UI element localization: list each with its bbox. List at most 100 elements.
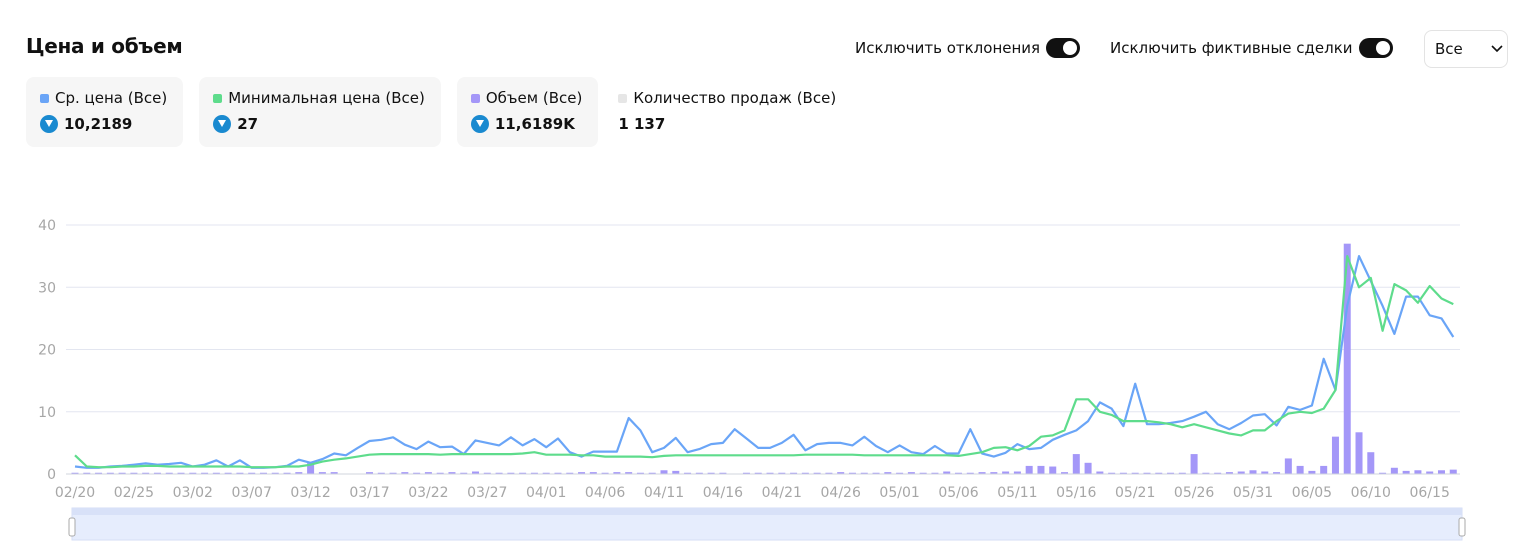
bar [778,472,786,474]
legend-label: Ср. цена (Все) [55,89,168,107]
bar [495,472,503,474]
legend-swatch [40,93,49,103]
bar [601,472,609,474]
legend-label: Минимальная цена (Все) [228,89,425,107]
stat-value: 10,2189 [40,115,167,133]
toggle[interactable]: Исключить отклонения [855,38,1081,58]
navigator-handle[interactable] [68,517,76,537]
legend-card: Ср. цена (Все) 10,2189 [26,77,184,147]
bar [931,472,939,474]
bar [872,472,880,474]
bar [165,472,173,474]
x-tick-label: 04/21 [762,485,802,501]
bar [955,472,962,474]
switch[interactable] [1046,38,1081,58]
title: Цена и объем [26,34,183,58]
bar [1343,243,1351,474]
toggle-label: Исключить отклонения [855,39,1041,57]
navigator-handle[interactable] [1458,517,1466,537]
bar [613,472,621,474]
bar [259,472,267,474]
bar [519,472,527,474]
bar [236,472,244,474]
bar [1002,471,1010,474]
x-tick-label: 06/15 [1410,485,1450,501]
legend: Ср. цена (Все) 10,2189 Минимальная цена (В… [26,77,852,147]
chevron [1491,45,1503,53]
bar [507,472,515,474]
toggle[interactable]: Исключить фиктивные сделки [1110,38,1393,58]
bar [1437,470,1445,474]
bar [153,472,161,474]
toggle-label: Исключить фиктивные сделки [1110,39,1353,57]
stat-value: 11,6189K [470,115,582,133]
y-tick-label: 0 [47,467,56,483]
bar [460,472,468,474]
bar [1143,472,1151,474]
bar [578,472,586,474]
bar [1202,472,1210,474]
bar [189,472,197,474]
legend-swatch [618,93,628,103]
bar [684,472,692,474]
bar [401,472,409,474]
bar [636,472,644,474]
legend-entry: Количество продаж (Все) [618,89,836,107]
bar [884,472,892,474]
x-tick-label: 03/07 [232,485,272,501]
legend-card: Минимальная цена (Все) 27 [199,77,441,147]
bar [307,462,315,474]
bar [271,472,279,474]
bar [224,472,232,474]
bar [978,472,986,474]
y-tick-label: 20 [38,343,56,359]
bar [483,472,491,474]
x-tick-label: 05/06 [938,485,978,501]
bar [448,472,456,474]
bar [1414,470,1422,474]
line [74,255,1455,469]
bar [1355,432,1363,474]
currency-icon [40,115,58,133]
x-tick-label: 06/10 [1351,485,1391,501]
dropdown[interactable]: Все [1424,30,1508,68]
bar [648,472,656,474]
bar [1449,469,1457,474]
stat-value: 27 [213,115,425,133]
x-tick-label: 04/16 [703,485,743,501]
bar [1402,470,1410,474]
stat-number: 10,2189 [64,115,133,133]
bar [625,472,633,474]
bar [1390,467,1398,474]
bar [672,470,680,474]
bar [1261,471,1269,474]
legend-card: Объем (Все) 11,6189K [456,77,599,147]
bar [1284,458,1292,474]
bar [1190,454,1198,474]
legend-entry: Объем (Все) [470,89,582,107]
bar [554,472,562,474]
x-tick-label: 03/22 [408,485,448,501]
legend-swatch [470,93,480,103]
bar [71,472,79,474]
bar [1225,472,1233,474]
bar [966,472,974,474]
bar [118,472,126,474]
x-tick-label: 05/16 [1056,485,1096,501]
legend-card: Количество продаж (Все) 1 137 [614,77,852,147]
x-tick-label: 06/05 [1292,485,1332,501]
x-tick-label: 02/20 [55,485,95,501]
switch[interactable] [1358,38,1393,58]
bar [542,472,550,474]
bar [943,471,951,474]
bar [318,472,326,474]
bar [695,472,703,474]
bar [1096,471,1104,474]
line [74,255,1454,469]
bar [754,472,762,474]
bar [413,472,421,474]
bar [660,470,668,474]
bar [1119,472,1127,474]
bar [837,472,845,474]
